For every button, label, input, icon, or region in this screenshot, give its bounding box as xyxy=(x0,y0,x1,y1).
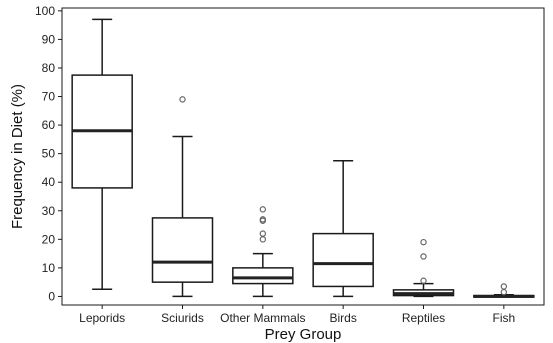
y-tick-label: 20 xyxy=(42,232,56,246)
x-tick-label: Fish xyxy=(492,311,515,325)
outlier-point xyxy=(259,206,267,213)
outlier-point xyxy=(420,238,427,246)
box-series xyxy=(71,18,535,298)
outlier-point xyxy=(259,236,267,243)
y-tick-label: 80 xyxy=(42,61,56,75)
outlier-point xyxy=(420,277,427,284)
outlier-point xyxy=(259,230,267,237)
y-axis-title: Frequency in Diet (%) xyxy=(9,84,26,229)
box-iqr xyxy=(312,232,374,288)
y-tick-label: 30 xyxy=(42,204,56,218)
y-tick-label: 40 xyxy=(42,175,56,189)
x-tick-label: Leporids xyxy=(79,311,125,325)
box-group xyxy=(473,283,535,298)
box-group xyxy=(392,238,455,298)
y-tick-label: 0 xyxy=(48,289,55,303)
y-tick-label: 100 xyxy=(35,4,55,18)
outlier-point xyxy=(179,96,186,103)
outlier-point xyxy=(500,288,508,296)
x-axis: Leporids Sciurids Other Mammals Birds Reptil… xyxy=(79,305,515,325)
y-axis: 0 10 20 30 40 50 60 70 80 90 100 xyxy=(35,4,62,303)
box-iqr xyxy=(151,217,214,283)
x-axis-title: Prey Group xyxy=(265,326,342,343)
plot-frame xyxy=(61,7,545,306)
y-tick-label: 90 xyxy=(42,32,56,46)
y-tick-label: 50 xyxy=(42,147,56,161)
box-group xyxy=(232,206,294,298)
box-iqr xyxy=(232,267,294,285)
box-group xyxy=(71,18,133,291)
box-group xyxy=(151,96,214,298)
x-tick-label: Other Mammals xyxy=(220,311,305,325)
outlier-point xyxy=(500,283,508,290)
x-tick-label: Reptiles xyxy=(402,311,445,325)
outlier-point xyxy=(420,253,427,260)
x-tick-label: Birds xyxy=(329,311,356,325)
y-tick-label: 10 xyxy=(42,261,56,275)
y-tick-label: 60 xyxy=(42,118,56,132)
box-group xyxy=(312,160,374,298)
x-tick-label: Sciurids xyxy=(161,311,204,325)
y-tick-label: 70 xyxy=(42,90,56,104)
outlier-point xyxy=(259,216,267,223)
